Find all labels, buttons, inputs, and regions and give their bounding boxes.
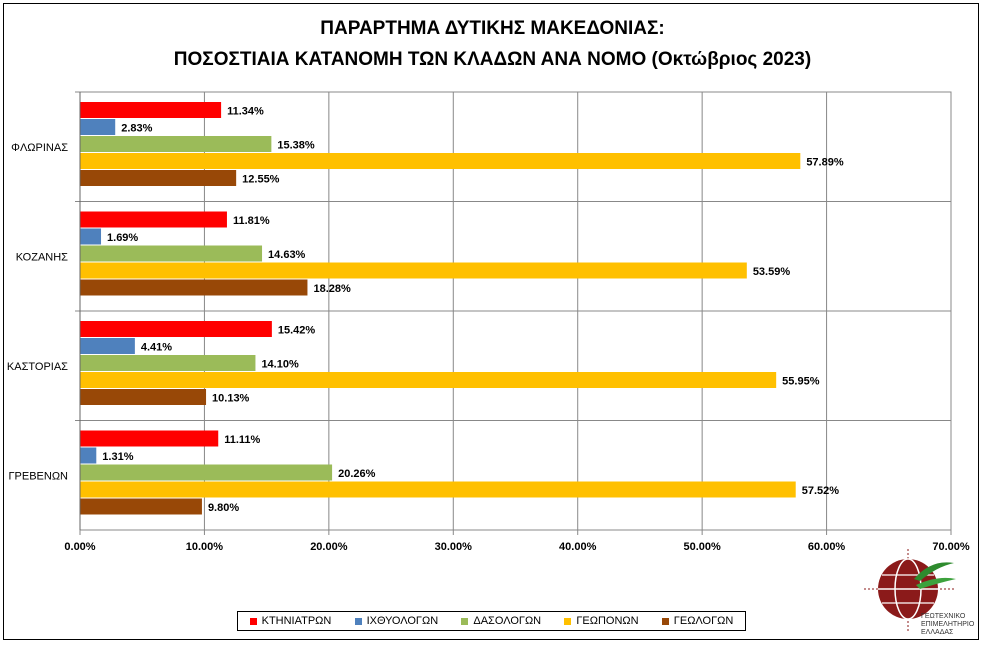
data-label: 1.69%	[107, 232, 138, 244]
bar	[80, 338, 135, 354]
category-label: ΦΛΩΡΙΝΑΣ	[11, 142, 68, 154]
legend-label: ΓΕΩΛΟΓΩΝ	[673, 615, 734, 627]
bar	[80, 355, 256, 371]
legend-swatch	[354, 617, 362, 625]
x-tick-label: 50.00%	[683, 541, 721, 553]
bar	[80, 245, 263, 262]
bar	[80, 430, 219, 447]
data-label: 15.38%	[277, 140, 315, 152]
legend-label: ΙΧΘΥΟΛΟΓΩΝ	[366, 615, 439, 627]
bar	[80, 119, 116, 135]
category-label: ΚΑΣΤΟΡΙΑΣ	[7, 361, 68, 373]
data-label: 4.41%	[141, 342, 172, 354]
bar	[80, 102, 222, 118]
x-tick-label: 40.00%	[559, 541, 597, 553]
data-label: 20.26%	[338, 468, 376, 480]
legend-label: ΔΑΣΟΛΟΓΩΝ	[473, 615, 542, 627]
chart-title-line1: ΠΑΡΑΡΤΗΜΑ ΔΥΤΙΚΗΣ ΜΑΚΕΔΟΝΙΑΣ:	[320, 18, 665, 39]
chart-title-line2: ΠΟΣΟΣΤΙΑΙΑ ΚΑΤΑΝΟΜΗ ΤΩΝ ΚΛΑΔΩΝ ΑΝΑ ΝΟΜΟ …	[173, 49, 812, 70]
bar	[80, 498, 202, 515]
data-label: 57.52%	[802, 485, 840, 497]
category-label: ΓΡΕΒΕΝΩΝ	[8, 470, 68, 482]
legend-entry: ΙΧΘΥΟΛΟΓΩΝ	[354, 615, 439, 627]
data-label: 1.31%	[102, 451, 133, 463]
legend-label: ΚΤΗΝΙΑΤΡΩΝ	[261, 615, 332, 627]
data-label: 2.83%	[121, 123, 152, 135]
bar	[80, 372, 777, 388]
bar	[80, 279, 308, 296]
data-label: 15.42%	[278, 325, 316, 337]
bar	[80, 262, 747, 279]
bar	[80, 170, 237, 186]
x-tick-label: 10.00%	[186, 541, 224, 553]
data-label: 10.13%	[212, 393, 250, 405]
data-label: 55.95%	[782, 376, 820, 388]
category-label: ΚΟΖΑΝΗΣ	[16, 251, 68, 263]
chart-legend: ΚΤΗΝΙΑΤΡΩΝ ΙΧΘΥΟΛΟΓΩΝ ΔΑΣΟΛΟΓΩΝ ΓΕΩΠΟΝΩΝ ΓΕΩ…	[237, 611, 746, 631]
data-label: 11.81%	[233, 215, 270, 227]
x-tick-label: 70.00%	[932, 541, 970, 553]
bar	[80, 153, 801, 169]
bar	[80, 464, 333, 481]
data-label: 18.28%	[313, 283, 351, 295]
legend-entry: ΔΑΣΟΛΟΓΩΝ	[461, 615, 541, 627]
logo-caption: ΓΕΩΤΕΧΝΙΚΟ ΕΠΙΜΕΛΗΤΗΡΙΟ ΕΛΛΑΔΑΣ	[921, 613, 975, 636]
bar	[80, 136, 272, 152]
legend-swatch	[564, 617, 572, 625]
bar	[80, 211, 227, 228]
bar	[80, 447, 97, 464]
data-label: 14.63%	[268, 249, 306, 261]
data-label: 12.55%	[242, 174, 280, 186]
bar	[80, 481, 796, 498]
bar	[80, 228, 102, 245]
data-label: 11.11%	[224, 434, 260, 446]
legend-swatch	[461, 617, 469, 625]
data-label: 14.10%	[261, 359, 299, 371]
legend-label: ΓΕΩΠΟΝΩΝ	[576, 615, 639, 627]
data-label: 57.89%	[806, 157, 844, 169]
data-label: 11.34%	[227, 106, 264, 118]
geotee-logo	[864, 549, 956, 631]
legend-swatch	[249, 617, 257, 625]
x-tick-label: 30.00%	[435, 541, 473, 553]
x-tick-label: 0.00%	[64, 541, 95, 553]
legend-entry: ΚΤΗΝΙΑΤΡΩΝ	[249, 615, 332, 627]
bar	[80, 321, 272, 337]
legend-swatch	[661, 617, 669, 625]
bar	[80, 389, 207, 405]
data-label: 9.80%	[208, 502, 239, 514]
x-tick-label: 20.00%	[310, 541, 348, 553]
legend-entry: ΓΕΩΠΟΝΩΝ	[564, 615, 639, 627]
data-label: 53.59%	[753, 266, 791, 278]
legend-entry: ΓΕΩΛΟΓΩΝ	[661, 615, 734, 627]
x-tick-label: 60.00%	[808, 541, 846, 553]
